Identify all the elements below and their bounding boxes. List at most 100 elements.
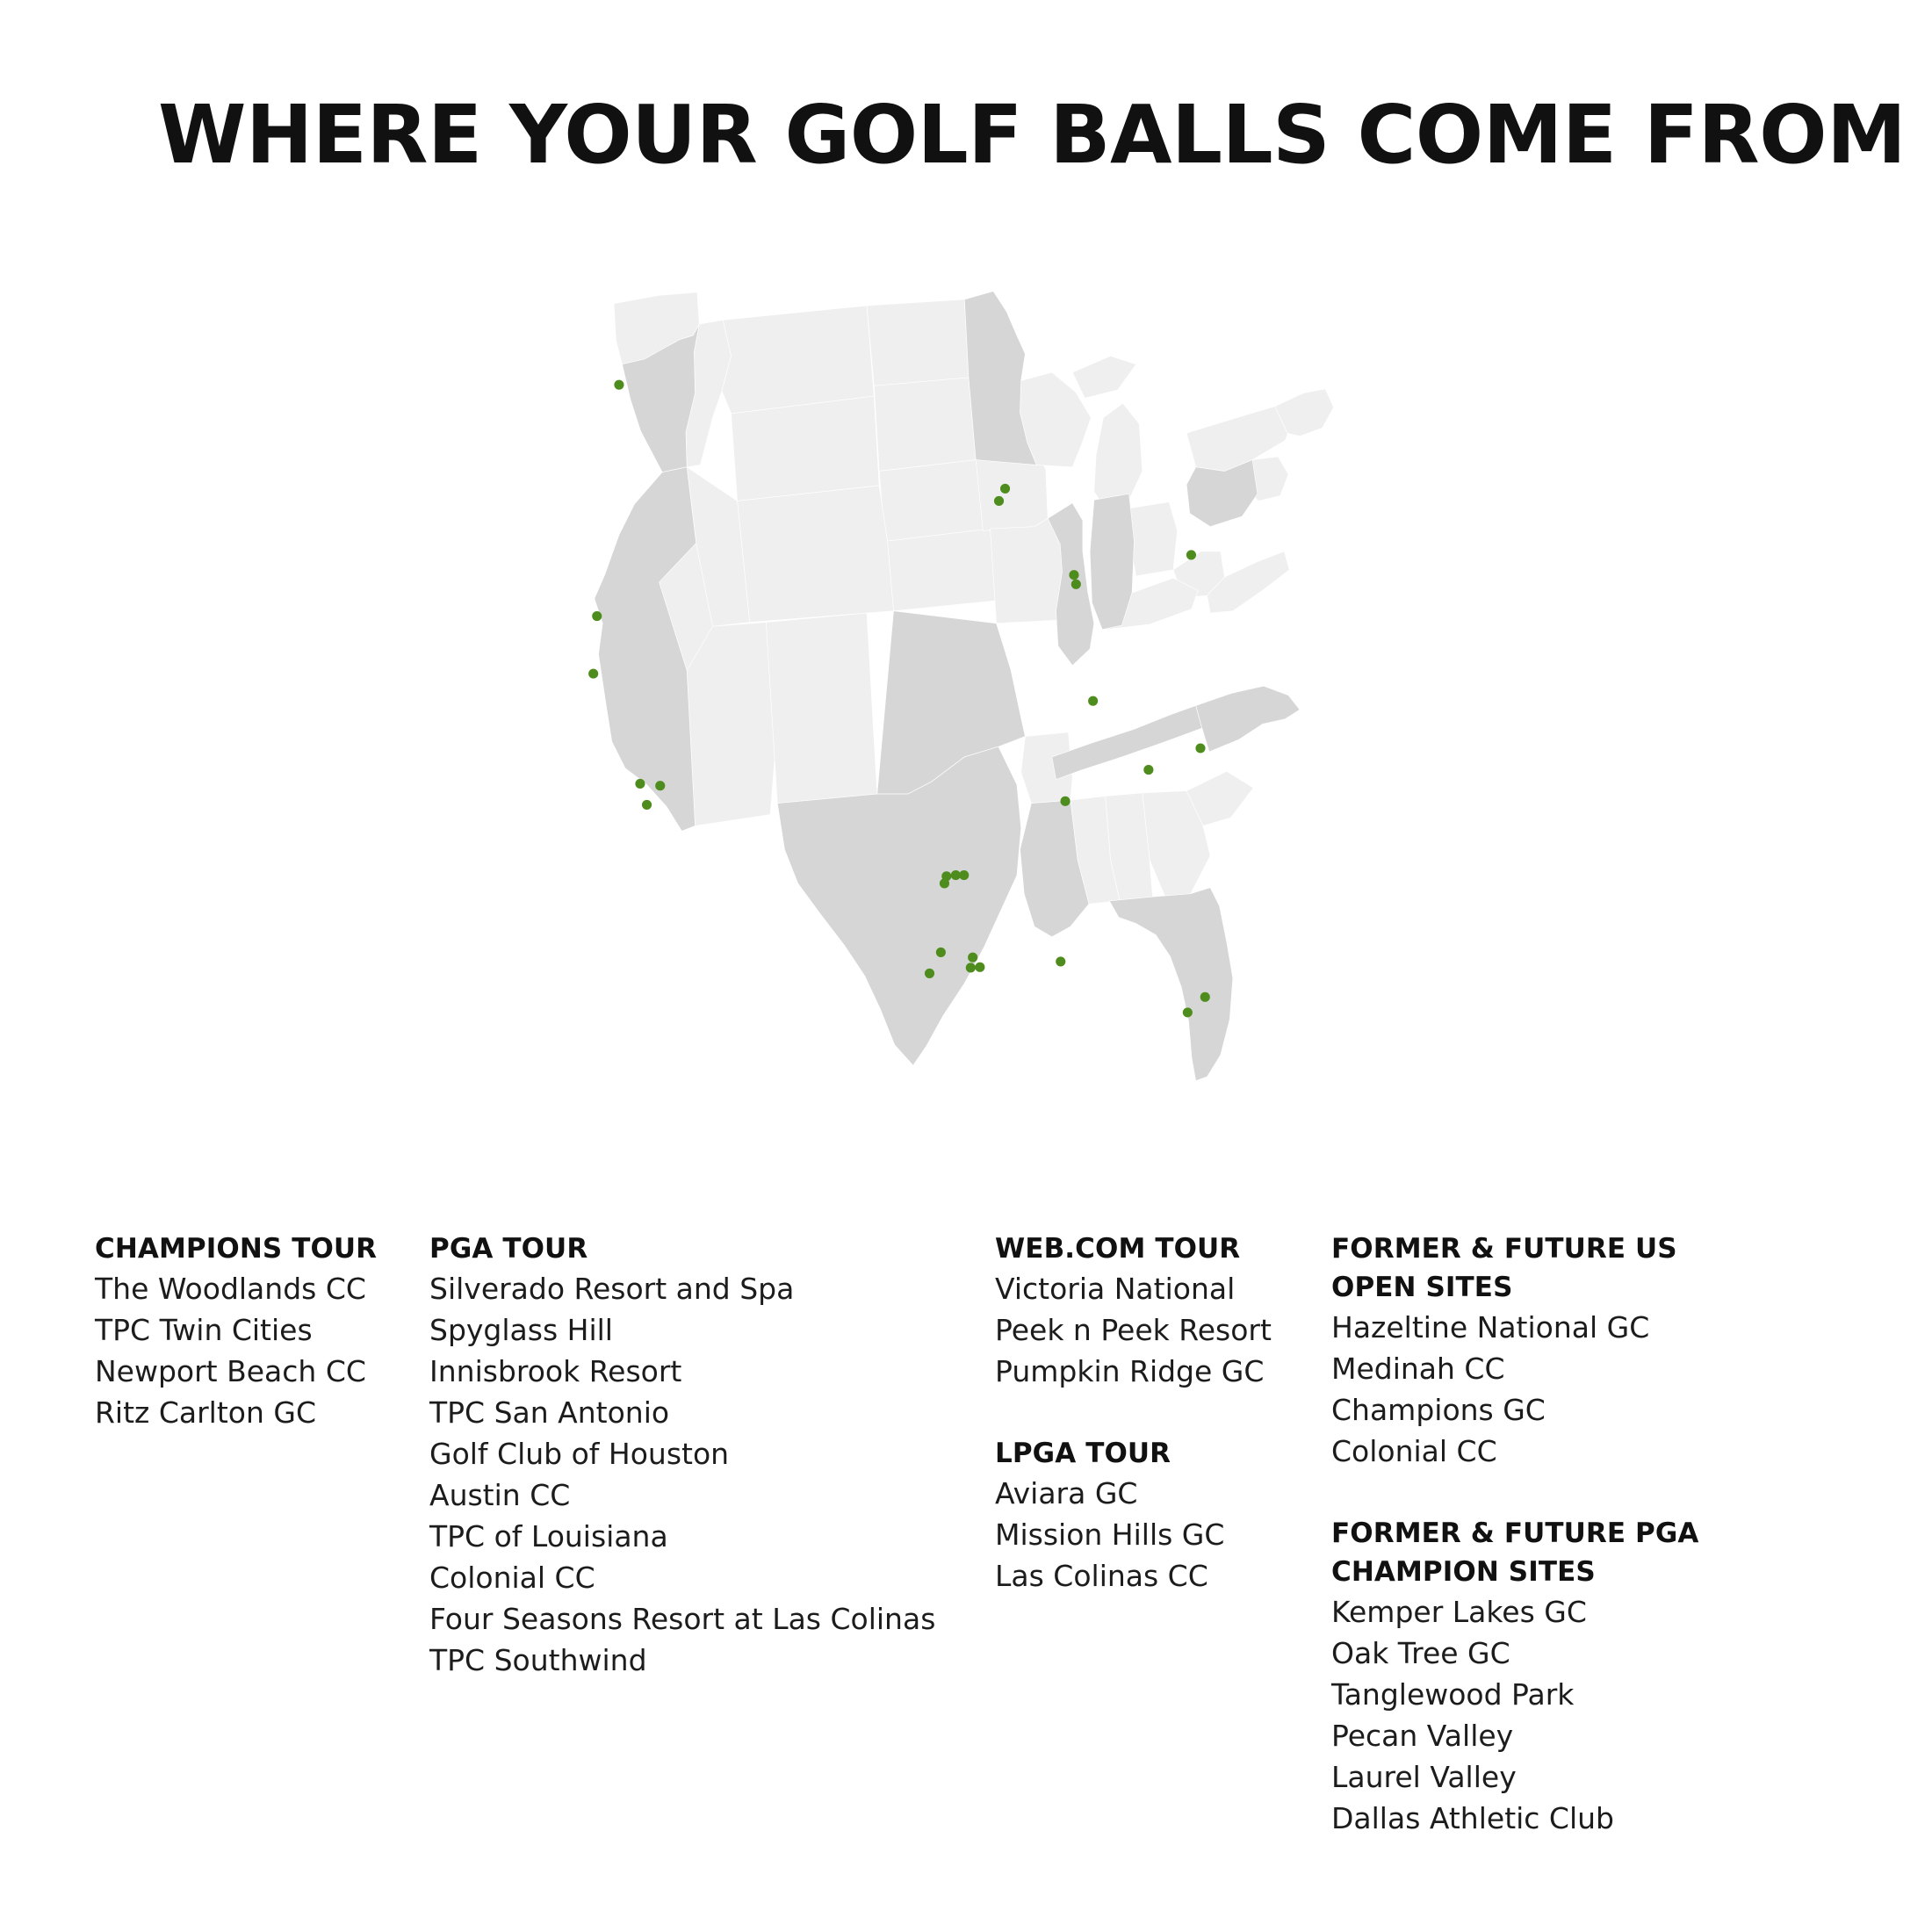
legend-item: The Woodlands CC [95,1272,366,1306]
state-florida [1108,887,1234,1082]
legend-item: Oak Tree GC [1331,1636,1510,1670]
legend-item: Spyglass Hill [429,1313,613,1347]
legend-item: Ritz Carlton GC [95,1395,316,1430]
legend-item: Dallas Athletic Club [1331,1801,1615,1835]
legend-item: Laurel Valley [1331,1760,1517,1794]
state-minnesota [963,291,1037,465]
course-dot [1182,1007,1193,1018]
legend-item: Champions GC [1331,1393,1546,1427]
state-virginia [1207,551,1290,614]
state-north-carolina [1195,685,1301,753]
course-dot [614,379,624,390]
states-default-layer [613,292,1334,905]
state-indiana [1089,493,1135,631]
state-wyoming [731,395,880,501]
legend-column-4: FORMER & FUTURE US OPEN SITES Hazeltine N… [1331,1229,1893,1839]
legend-item: Hazeltine National GC [1331,1310,1650,1344]
legend-item: Peek n Peek Resort [995,1313,1272,1347]
course-dot [939,878,950,889]
legend-group-heading: FORMER & FUTURE PGA CHAMPION SITES [1331,1517,1699,1588]
state-texas [776,746,1022,1066]
legend-item: Mission Hills GC [995,1517,1225,1552]
legend-group-heading: FORMER & FUTURE US OPEN SITES [1331,1233,1677,1303]
legend-column-2: PGA TOUR Silverado Resort and Spa Spyglass… [429,1229,974,1681]
legend-item: Silverado Resort and Spa [429,1272,795,1306]
legend-item: Four Seasons Resort at Las Colinas [429,1602,936,1636]
course-dot [1060,796,1071,806]
state-south-dakota [873,377,977,472]
legend-item: Pumpkin Ridge GC [995,1354,1265,1388]
course-dot [965,962,976,973]
state-north-dakota [866,299,970,386]
state-montana [721,305,875,415]
course-dot [1088,696,1099,706]
legend-item: TPC Twin Cities [95,1313,313,1347]
state-new-mexico [766,612,878,804]
legend-item: Tanglewood Park [1331,1677,1575,1712]
states-highlight-layer [594,291,1301,1082]
course-dot [999,483,1011,494]
state-ohio [1128,501,1178,577]
course-dots-layer [588,379,1210,1018]
state-illinois [1047,502,1095,667]
legend-group: LPGA TOUR Aviara GC Mission Hills GC Las Co… [995,1434,1329,1597]
course-dot [592,611,602,622]
legend-item: Newport Beach CC [95,1354,366,1388]
state-arizona [686,622,778,826]
course-dot [1143,765,1154,775]
course-dot [1071,579,1081,589]
course-dot [655,781,666,791]
state-louisiana [1020,799,1090,938]
legend-item: Las Colinas CC [995,1559,1208,1593]
course-dot [1200,991,1210,1002]
legend-column-1: CHAMPIONS TOUR The Woodlands CC TPC Twin C… [95,1229,402,1433]
state-kansas [887,528,997,612]
legend-item: Colonial CC [1331,1434,1497,1468]
legend-column-3: WEB.COM TOUR Victoria National Peek n Peek… [995,1229,1329,1597]
course-dot [950,870,961,881]
legend-item: Innisbrook Resort [429,1354,682,1388]
course-dot [588,668,599,679]
state-pennsylvania [1186,459,1258,528]
legend-item: TPC of Louisiana [429,1519,668,1554]
state-nebraska [878,459,991,542]
course-dot [924,968,935,978]
legend: CHAMPIONS TOUR The Woodlands CC TPC Twin C… [0,1229,1932,1844]
united-states-map [588,291,1334,1082]
legend-group-heading: CHAMPIONS TOUR [95,1233,378,1265]
course-dot [975,962,985,972]
course-dot [1056,956,1066,967]
legend-group: CHAMPIONS TOUR The Woodlands CC TPC Twin C… [95,1229,402,1433]
legend-item: Austin CC [429,1478,571,1512]
legend-group-heading: WEB.COM TOUR [995,1233,1241,1265]
course-dot [968,952,978,962]
legend-item: TPC San Antonio [429,1395,670,1430]
state-new-england [1274,388,1334,437]
legend-group: WEB.COM TOUR Victoria National Peek n Peek… [995,1229,1329,1392]
course-dot [641,799,652,810]
map-container [263,263,1686,1107]
course-dot [959,870,970,881]
course-dot [993,495,1005,506]
state-colorado [737,485,894,623]
legend-group-heading: LPGA TOUR [995,1438,1171,1469]
legend-group: FORMER & FUTURE US OPEN SITES Hazeltine N… [1331,1229,1893,1472]
legend-item: Pecan Valley [1331,1719,1514,1753]
legend-item: Golf Club of Houston [429,1437,730,1471]
page-title: WHERE YOUR GOLF BALLS COME FROM [158,88,1907,182]
course-dot [1069,570,1079,580]
course-dot [1186,550,1196,560]
legend-item: Aviara GC [995,1476,1138,1510]
legend-item: Victoria National [995,1272,1236,1306]
course-dot [635,778,645,789]
legend-group: FORMER & FUTURE PGA CHAMPION SITES Kemper… [1331,1514,1893,1839]
state-oregon [622,323,700,473]
legend-item: Kemper Lakes GC [1331,1595,1587,1629]
state-tennessee [1051,704,1203,781]
legend-group-heading: PGA TOUR [429,1233,588,1265]
course-dot [1195,743,1206,753]
legend-item: Colonial CC [429,1561,595,1595]
state-georgia [1142,790,1211,899]
course-dot [935,947,946,957]
legend-item: TPC Southwind [429,1643,647,1677]
